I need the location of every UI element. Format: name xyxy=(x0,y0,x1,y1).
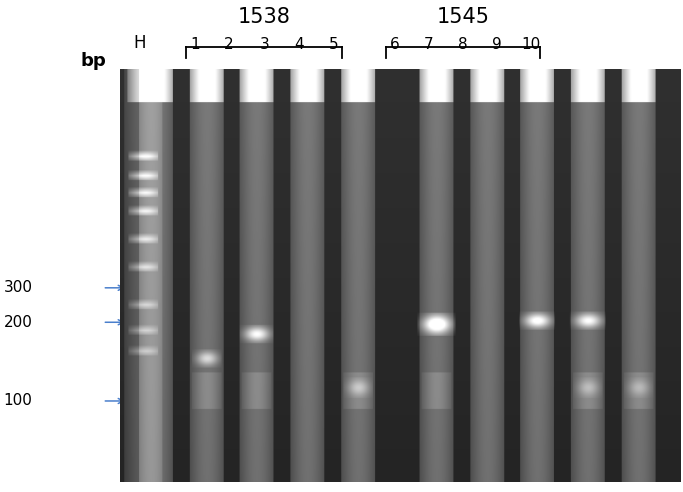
Text: 10: 10 xyxy=(522,37,541,52)
Text: 6: 6 xyxy=(390,37,400,52)
Text: 1545: 1545 xyxy=(436,7,490,27)
Text: 9: 9 xyxy=(492,37,502,52)
Text: 5: 5 xyxy=(329,37,338,52)
Text: H: H xyxy=(134,33,146,52)
Text: 200: 200 xyxy=(3,315,32,330)
Text: bp: bp xyxy=(80,53,106,70)
Text: 100: 100 xyxy=(3,394,32,408)
Text: 300: 300 xyxy=(3,280,32,295)
Text: 1: 1 xyxy=(190,37,199,52)
Text: 1538: 1538 xyxy=(238,7,290,27)
Text: 2: 2 xyxy=(224,37,234,52)
Text: 7: 7 xyxy=(424,37,434,52)
Text: 4: 4 xyxy=(294,37,304,52)
Text: 8: 8 xyxy=(458,37,468,52)
Text: 3: 3 xyxy=(260,37,270,52)
